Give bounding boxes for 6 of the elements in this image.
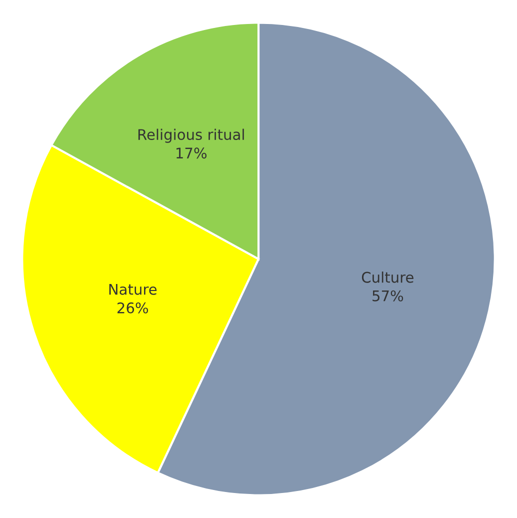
slice-label: Religious ritual <box>138 128 244 143</box>
data-label: 26% <box>117 302 148 314</box>
data-label: 17% <box>176 148 207 159</box>
slice-label: Nature <box>109 284 157 295</box>
data-label: 57% <box>372 290 404 302</box>
slice-label: Culture <box>362 272 414 283</box>
